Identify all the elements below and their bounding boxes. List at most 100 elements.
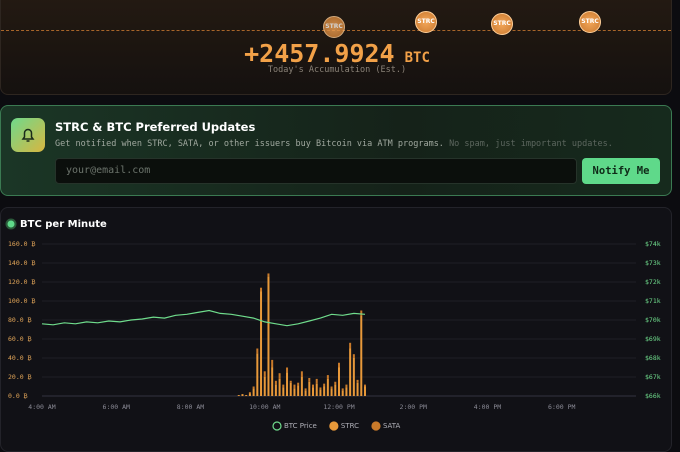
bar xyxy=(360,310,363,316)
bar xyxy=(330,388,333,396)
amount-unit: BTC xyxy=(404,50,430,66)
y-tick-label: 0.0 ₿ xyxy=(8,392,28,400)
y2-tick-label: $68k xyxy=(645,354,661,362)
x-tick-label: 10:00 AM xyxy=(249,403,280,411)
y2-tick-label: $74k xyxy=(645,240,661,248)
x-tick-label: 4:00 PM xyxy=(474,403,501,411)
y2-tick-label: $71k xyxy=(645,297,661,305)
bar xyxy=(300,377,303,396)
bar xyxy=(248,393,251,396)
bar xyxy=(297,382,300,386)
bar xyxy=(304,388,307,391)
bar xyxy=(282,387,285,396)
notify-button[interactable]: Notify Me xyxy=(582,158,660,184)
bar xyxy=(326,378,329,396)
bar xyxy=(319,389,322,396)
coin: STRC xyxy=(415,11,437,33)
bar xyxy=(315,383,318,396)
bar xyxy=(349,342,352,349)
y-tick-label: 60.0 ₿ xyxy=(8,335,32,343)
legend-label: BTC Price xyxy=(284,422,317,430)
bar xyxy=(278,373,281,379)
bar xyxy=(345,384,348,388)
signup-title: STRC & BTC Preferred Updates xyxy=(55,120,256,134)
legend-icon xyxy=(272,421,282,431)
bar xyxy=(245,395,248,396)
bar xyxy=(260,291,263,396)
bar xyxy=(363,386,366,396)
coin: STRC xyxy=(579,11,601,33)
bar xyxy=(293,388,296,396)
legend-label: SATA xyxy=(383,422,401,430)
legend-icon xyxy=(329,421,339,431)
coin: STRC xyxy=(491,13,513,35)
bar xyxy=(352,354,355,358)
accumulation-card: STRC STRC STRC STRC +2457.9924 BTC Today'… xyxy=(0,0,672,95)
coin: STRC xyxy=(323,16,345,38)
bar xyxy=(286,367,289,373)
bar xyxy=(286,372,289,396)
y2-tick-label: $73k xyxy=(645,259,661,267)
note: No spam, just important updates. xyxy=(449,139,613,149)
signup-card: STRC & BTC Preferred Updates Get notifie… xyxy=(0,105,672,196)
bar xyxy=(352,358,355,396)
bar xyxy=(349,348,352,396)
bar xyxy=(315,378,318,384)
bar xyxy=(289,382,292,396)
bell-icon xyxy=(11,118,45,152)
bar xyxy=(334,381,337,385)
bar xyxy=(256,353,259,396)
bar xyxy=(274,380,277,385)
description: Get notified when STRC, SATA, or other i… xyxy=(55,139,444,149)
y2-tick-label: $67k xyxy=(645,373,661,381)
bar xyxy=(363,384,366,387)
x-tick-label: 6:00 PM xyxy=(548,403,575,411)
bar xyxy=(345,387,348,396)
bar xyxy=(271,367,274,396)
bar xyxy=(326,375,329,379)
bar xyxy=(308,381,311,396)
bar xyxy=(334,384,337,396)
bar xyxy=(323,383,326,387)
bar xyxy=(341,388,344,391)
bar xyxy=(263,371,266,377)
bar xyxy=(271,359,274,368)
bar xyxy=(330,386,333,389)
bar xyxy=(263,377,266,396)
y-tick-label: 120.0 ₿ xyxy=(8,278,35,286)
bar xyxy=(293,384,296,389)
bar xyxy=(312,384,315,388)
bar xyxy=(300,371,303,377)
bar xyxy=(289,380,292,383)
title-dot xyxy=(5,218,17,230)
y-tick-label: 20.0 ₿ xyxy=(8,373,32,381)
bar xyxy=(267,273,270,277)
y2-tick-label: $66k xyxy=(645,392,661,400)
bar xyxy=(252,386,255,389)
bar xyxy=(282,384,285,388)
bar xyxy=(323,386,326,396)
y2-tick-label: $72k xyxy=(645,278,661,286)
bar xyxy=(356,379,359,383)
x-tick-label: 12:00 PM xyxy=(323,403,354,411)
legend-label: STRC xyxy=(341,422,359,430)
x-tick-label: 8:00 AM xyxy=(177,403,204,411)
bar xyxy=(304,390,307,396)
bar xyxy=(260,287,263,292)
bar xyxy=(360,315,363,396)
y-tick-label: 80.0 ₿ xyxy=(8,316,32,324)
bell xyxy=(21,128,35,142)
bar xyxy=(297,385,300,396)
bar xyxy=(274,384,277,396)
signup-description: Get notified when STRC, SATA, or other i… xyxy=(55,139,613,149)
y-tick-label: 140.0 ₿ xyxy=(8,259,35,267)
amount-value: +2457.9924 xyxy=(244,39,395,68)
x-tick-label: 4:00 AM xyxy=(28,403,55,411)
email-input[interactable]: your@email.com xyxy=(55,158,577,184)
price-line xyxy=(41,309,366,327)
amount: +2457.9924 BTC xyxy=(1,39,673,68)
y-tick-label: 100.0 ₿ xyxy=(8,297,35,305)
y2-tick-label: $70k xyxy=(645,316,661,324)
chart-card: BTC per Minute 0.0 ₿ 20.0 ₿ 40.0 ₿ 60.0 ₿ 80… xyxy=(0,207,672,452)
